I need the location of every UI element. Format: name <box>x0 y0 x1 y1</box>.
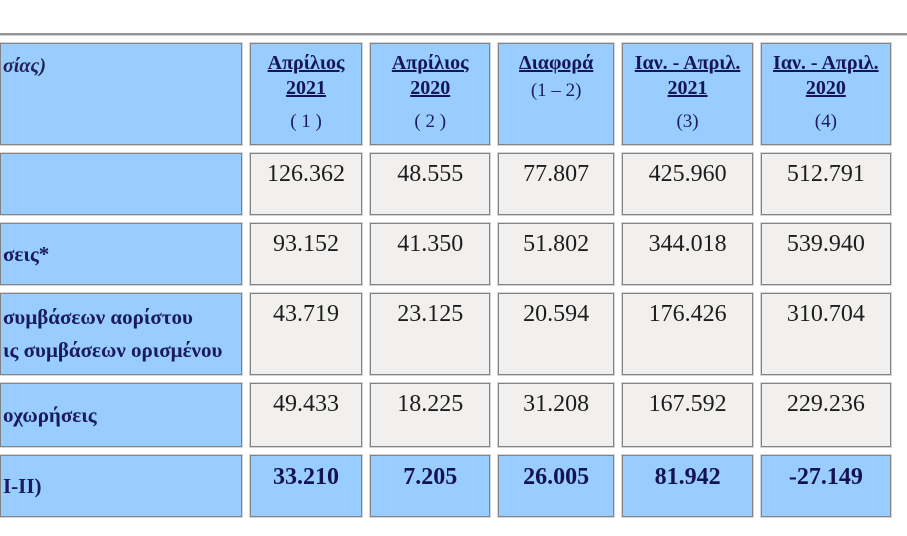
header-title-line: 2021 <box>286 77 327 99</box>
header-title-line: Απρίλιος <box>267 52 345 74</box>
row-label-cell <box>0 153 242 215</box>
value-cell: 48.555 <box>370 153 490 215</box>
total-value-cell: -27.149 <box>760 455 891 517</box>
header-title-line: 2020 <box>410 77 451 99</box>
header-col-jan-april-2020: Ιαν. - Απριλ. 2020 (4) <box>760 43 891 145</box>
header-title-line: Απρίλιος <box>391 52 469 74</box>
header-title: Απρίλιος 2021 <box>268 51 345 101</box>
header-col-april-2021: Απρίλιος 2021 ( 1 ) <box>249 43 363 145</box>
horizontal-rule <box>0 33 907 36</box>
total-value-cell: 33.210 <box>249 455 363 517</box>
value-cell: 20.594 <box>497 293 615 375</box>
total-value-cell: 81.942 <box>622 455 753 517</box>
header-subscript: (3) <box>676 111 699 132</box>
row-label-cell: οχωρήσεις <box>0 383 242 447</box>
row-label: Ι-ΙΙ) <box>3 473 42 498</box>
value-cell: 41.350 <box>370 223 490 285</box>
header-col-difference: Διαφορά (1 – 2) <box>497 43 615 145</box>
header-cell-content: Απρίλιος 2021 ( 1 ) <box>251 44 362 144</box>
employment-stats-table: σίας) Απρίλιος 2021 ( 1 ) Απρίλιος 2020 <box>0 35 899 525</box>
row-label-cell: σεις* <box>0 223 242 285</box>
value-cell: 23.125 <box>370 293 490 375</box>
header-title-line: Ιαν. - Απριλ. <box>773 52 879 74</box>
value-cell: 344.018 <box>622 223 753 285</box>
header-cell-content: Ιαν. - Απριλ. 2020 (4) <box>762 44 890 144</box>
table-row: συμβάσεων αορίστου ις συμβάσεων ορισμένο… <box>0 293 891 375</box>
row-label: συμβάσεων αορίστου <box>3 305 193 330</box>
row-label: ις συμβάσεων ορισμένου <box>3 338 223 362</box>
value-cell: 539.940 <box>760 223 891 285</box>
header-col-april-2020: Απρίλιος 2020 ( 2 ) <box>370 43 490 145</box>
header-subscript: ( 2 ) <box>414 111 447 132</box>
header-label-cell: σίας) <box>0 43 242 145</box>
header-title: Ιαν. - Απριλ. 2021 <box>635 51 741 101</box>
table-total-row: Ι-ΙΙ) 33.210 7.205 26.005 81.942 -27.149 <box>0 455 891 517</box>
header-cell-content: Διαφορά (1 – 2) <box>499 44 614 144</box>
value-cell: 18.225 <box>370 383 490 447</box>
header-title-line: 2020 <box>805 77 846 99</box>
table-row: οχωρήσεις 49.433 18.225 31.208 167.592 2… <box>0 383 891 447</box>
total-value-cell: 26.005 <box>497 455 615 517</box>
header-cell-content: Απρίλιος 2020 ( 2 ) <box>371 44 488 144</box>
value-cell: 43.719 <box>249 293 363 375</box>
row-label-cell: Ι-ΙΙ) <box>0 455 242 517</box>
value-cell: 310.704 <box>760 293 891 375</box>
header-title: Απρίλιος 2020 <box>392 51 469 101</box>
value-cell: 176.426 <box>622 293 753 375</box>
value-cell: 93.152 <box>249 223 363 285</box>
value-cell: 425.960 <box>622 153 753 215</box>
value-cell: 512.791 <box>760 153 891 215</box>
table-row: 126.362 48.555 77.807 425.960 512.791 <box>0 153 891 215</box>
header-subscript: ( 1 ) <box>290 111 322 132</box>
value-cell: 49.433 <box>249 383 363 447</box>
value-cell: 229.236 <box>760 383 891 447</box>
header-title: Διαφορά <box>519 51 593 76</box>
value-cell: 51.802 <box>497 223 615 285</box>
header-title-line: Ιαν. - Απριλ. <box>634 52 741 74</box>
header-subscript: (4) <box>814 111 837 132</box>
header-title-line: 2021 <box>667 77 708 99</box>
value-cell: 126.362 <box>249 153 363 215</box>
row-label-cell: συμβάσεων αορίστου ις συμβάσεων ορισμένο… <box>0 293 242 375</box>
value-cell: 167.592 <box>622 383 753 447</box>
header-title-line: Διαφορά <box>519 52 594 74</box>
value-cell: 31.208 <box>497 383 615 447</box>
total-value-cell: 7.205 <box>370 455 490 517</box>
row-label: σεις* <box>3 241 50 266</box>
table-row: σεις* 93.152 41.350 51.802 344.018 539.9… <box>0 223 891 285</box>
header-label-fragment: σίας) <box>3 55 46 77</box>
header-col-jan-april-2021: Ιαν. - Απριλ. 2021 (3) <box>622 43 753 145</box>
header-title: Ιαν. - Απριλ. 2020 <box>773 51 879 101</box>
header-row: σίας) Απρίλιος 2021 ( 1 ) Απρίλιος 2020 <box>0 43 891 145</box>
row-label: οχωρήσεις <box>3 402 97 427</box>
value-cell: 77.807 <box>497 153 615 215</box>
header-cell-content: Ιαν. - Απριλ. 2021 (3) <box>623 44 751 144</box>
header-subscript: (1 – 2) <box>530 80 582 101</box>
